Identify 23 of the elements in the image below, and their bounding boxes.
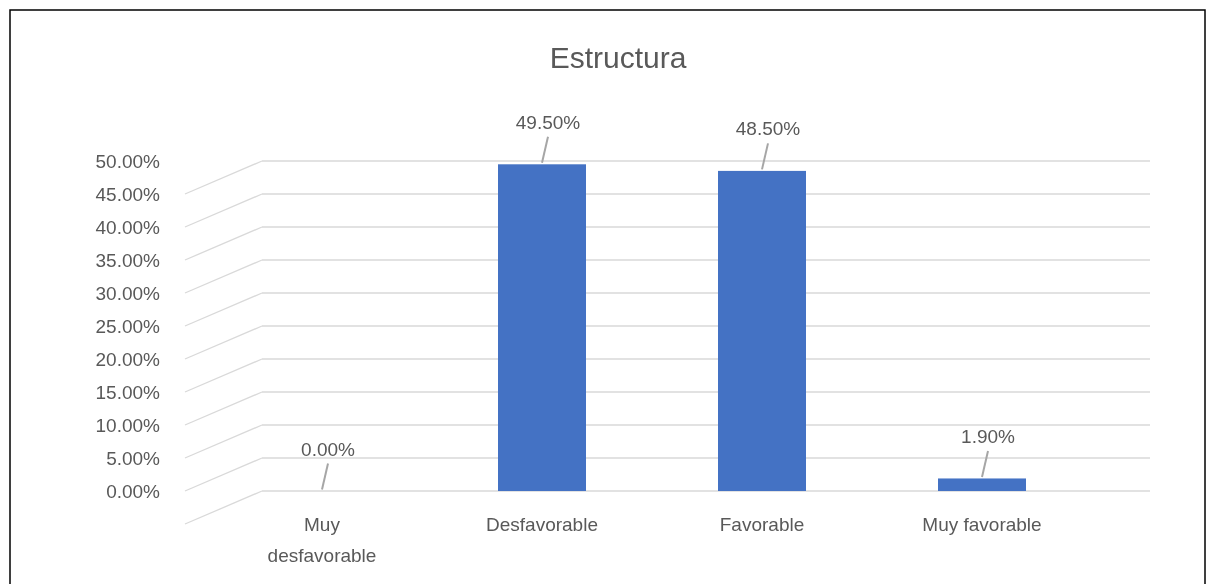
y-tick-label: 40.00%	[95, 216, 161, 238]
y-tick-label: 50.00%	[95, 150, 161, 172]
bar	[718, 170, 806, 491]
x-tick-label: Favorable	[719, 514, 805, 535]
y-tick-label: 45.00%	[95, 183, 161, 205]
y-tick-label: 10.00%	[95, 414, 161, 436]
bar	[498, 164, 586, 491]
data-label: 48.50%	[735, 118, 801, 140]
y-tick-label: 25.00%	[95, 315, 161, 337]
y-tick-label: 5.00%	[106, 447, 161, 469]
x-tick-label: Desfavorable	[486, 514, 598, 535]
y-tick-label: 20.00%	[95, 348, 161, 370]
bar	[938, 478, 1026, 491]
y-tick-label: 30.00%	[95, 282, 161, 304]
data-label: 0.00%	[301, 438, 356, 460]
chart-title: Estructura	[549, 41, 687, 74]
x-tick-label: Muy favorable	[922, 514, 1042, 535]
y-tick-label: 15.00%	[95, 381, 161, 403]
y-tick-label: 0.00%	[106, 480, 161, 502]
y-tick-label: 35.00%	[95, 249, 161, 271]
data-label: 1.90%	[961, 425, 1016, 447]
x-tick-label: Muy desfavorable	[267, 514, 377, 566]
data-label: 49.50%	[515, 111, 581, 133]
